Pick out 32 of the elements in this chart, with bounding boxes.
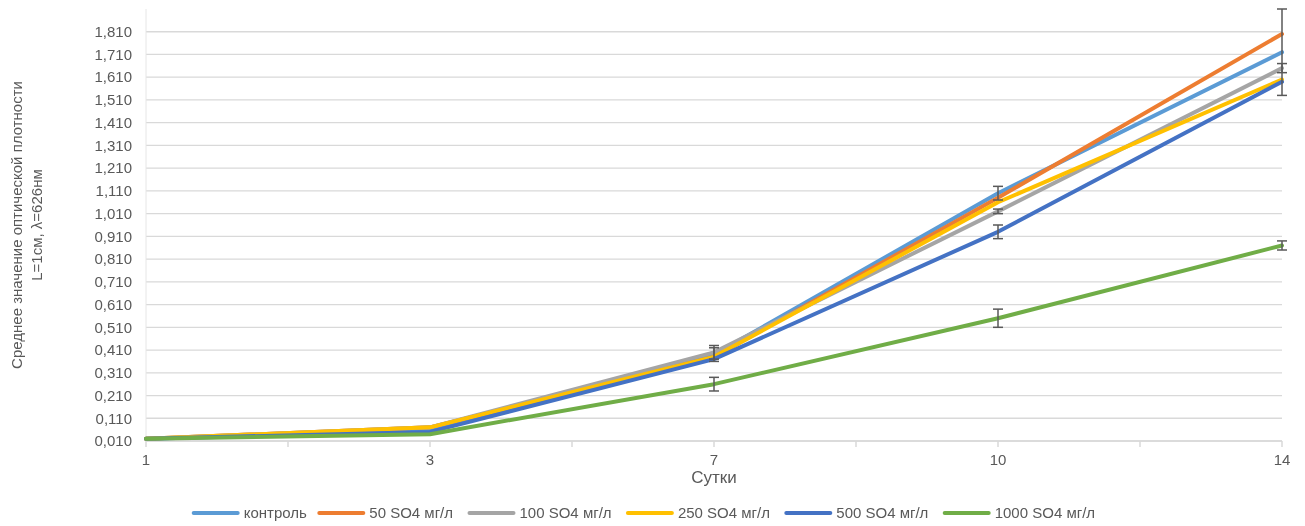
x-tick-label: 3 <box>425 451 435 468</box>
y-tick-label: 1,110 <box>95 182 132 200</box>
y-tick-label: 1,310 <box>94 136 132 154</box>
y-tick-label: 0,910 <box>94 227 132 245</box>
y-tick-label: 1,610 <box>94 68 132 86</box>
y-tick-label: 0,110 <box>95 409 132 427</box>
x-tick-label: 14 <box>1273 451 1291 468</box>
legend-label: 1000 SO4 мг/л <box>994 504 1096 521</box>
y-tick-label: 1,010 <box>94 204 132 222</box>
x-tick-label: 10 <box>989 451 1007 468</box>
y-tick-label: 1,810 <box>94 22 132 40</box>
y-axis-title: Среднее значение оптической плотности L=1см, λ=626нм <box>8 81 45 369</box>
x-tick-label: 7 <box>709 451 719 468</box>
y-tick-label: 1,510 <box>94 91 132 109</box>
legend-label: 50 SO4 мг/л <box>369 504 454 521</box>
y-tick-label: 0,710 <box>94 273 132 291</box>
y-tick-label: 1,210 <box>94 159 132 177</box>
y-tick-label: 0,010 <box>94 432 132 450</box>
legend-label: 100 SO4 мг/л <box>519 504 612 521</box>
legend-label: контроль <box>243 504 308 521</box>
y-tick-label: 0,610 <box>94 295 132 313</box>
y-tick-label: 1,710 <box>94 45 132 63</box>
y-tick-label: 0,510 <box>94 318 132 336</box>
legend-label: 500 SO4 мг/л <box>836 504 929 521</box>
x-tick-label: 1 <box>141 451 151 468</box>
y-tick-label: 0,310 <box>94 364 132 382</box>
legend-label: 250 SO4 мг/л <box>677 504 770 521</box>
x-axis-title: Сутки <box>691 468 737 487</box>
y-tick-label: 0,210 <box>94 386 132 404</box>
y-tick-label: 0,810 <box>94 250 132 268</box>
y-tick-label: 1,410 <box>94 113 132 131</box>
y-tick-label: 0,410 <box>94 341 132 359</box>
